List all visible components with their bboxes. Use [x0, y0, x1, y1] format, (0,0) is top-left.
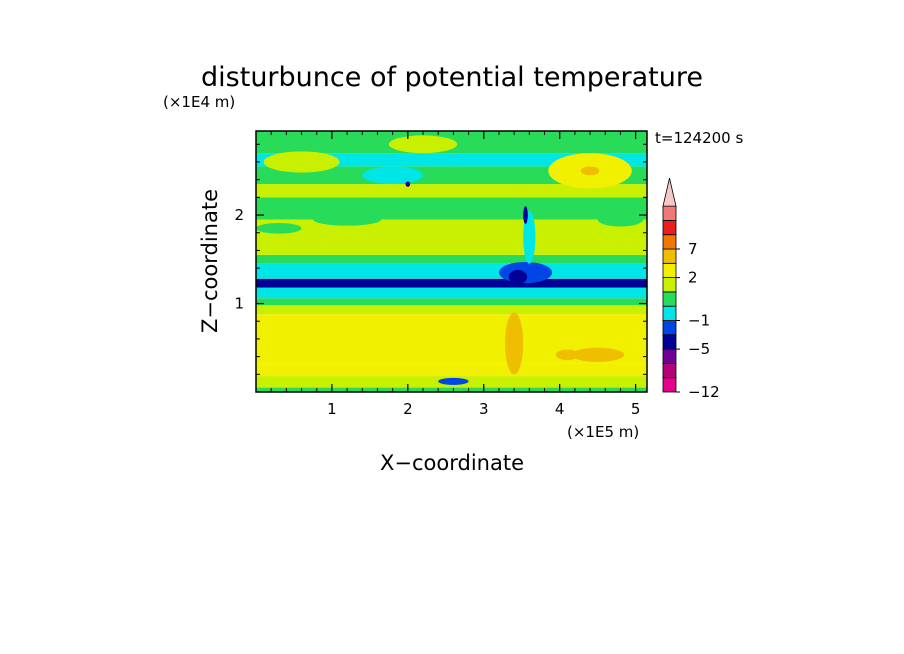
- colorbar-label-8: 2: [688, 269, 698, 287]
- field-band-9: [256, 254, 647, 264]
- x-axis-ticks: 1 2 3 4 5: [270, 131, 641, 418]
- colorbar-label-5: −1: [688, 312, 710, 330]
- x-tick-label-4: 5: [631, 400, 641, 418]
- field-patch-13: [505, 312, 524, 375]
- field-band-14: [256, 153, 647, 167]
- colorbar: −12−5−127: [662, 178, 720, 401]
- y-axis-ticks: 12: [234, 143, 647, 375]
- field-patch-1: [362, 166, 424, 185]
- temperature-field: [256, 131, 647, 392]
- colorbar-swatch-2: [662, 348, 677, 364]
- field-band-10: [256, 219, 647, 255]
- field-band-12: [256, 184, 647, 198]
- field-patch-16: [597, 212, 644, 227]
- colorbar-swatch-5: [662, 305, 677, 321]
- y-axis-unit: (×1E4 m): [163, 93, 235, 111]
- field-patch-2: [388, 135, 458, 154]
- colorbar-swatch-12: [662, 205, 677, 221]
- field-patch-11: [555, 349, 579, 361]
- colorbar-swatch-1: [662, 362, 677, 379]
- field-patch-10: [571, 347, 625, 362]
- plot-frame: [255, 130, 648, 393]
- colorbar-swatch-0: [662, 377, 677, 393]
- colorbar-swatch-7: [662, 277, 677, 293]
- field-band-8: [256, 263, 647, 279]
- colorbar-label-3: −5: [688, 340, 710, 358]
- field-patch-8: [523, 210, 536, 264]
- field-patch-0: [263, 151, 340, 173]
- colorbar-swatch-4: [662, 320, 677, 336]
- field-band-5: [256, 298, 647, 306]
- y-tick-label-0: 1: [234, 295, 244, 313]
- colorbar-label-10: 7: [688, 240, 698, 258]
- x-tick-label-2: 3: [479, 400, 489, 418]
- field-patch-9: [523, 206, 528, 224]
- x-tick-label-1: 2: [403, 400, 413, 418]
- field-band-6: [256, 287, 647, 299]
- field-patch-5: [405, 181, 411, 187]
- colorbar-swatch-8: [662, 262, 677, 278]
- field-band-7: [256, 278, 647, 288]
- field-patch-15: [312, 213, 382, 226]
- x-tick-label-3: 4: [555, 400, 565, 418]
- field-patch-4: [580, 166, 600, 176]
- field-patch-7: [508, 269, 528, 285]
- x-axis-label: X−coordinate: [380, 451, 524, 475]
- field-band-4: [256, 305, 647, 315]
- colorbar-swatch-9: [662, 248, 677, 264]
- colorbar-swatch-6: [662, 291, 677, 307]
- colorbar-swatch-10: [662, 234, 677, 250]
- field-band-0: [256, 387, 647, 392]
- y-tick-label-1: 2: [234, 206, 244, 224]
- field-patch-14: [256, 223, 302, 234]
- field-band-11: [256, 197, 647, 220]
- field-patch-12: [438, 377, 469, 385]
- x-axis-unit: (×1E5 m): [567, 423, 639, 441]
- colorbar-swatch-3: [662, 334, 677, 350]
- time-label: t=124200 s: [655, 129, 743, 147]
- chart-title: disturbunce of potential temperature: [201, 62, 703, 93]
- colorbar-extend-triangle: [662, 178, 677, 207]
- field-band-2: [256, 363, 647, 377]
- colorbar-label-0: −12: [688, 383, 720, 401]
- y-axis-label: Z−coordinate: [198, 189, 222, 333]
- colorbar-swatch-11: [662, 219, 677, 236]
- x-tick-label-0: 1: [327, 400, 337, 418]
